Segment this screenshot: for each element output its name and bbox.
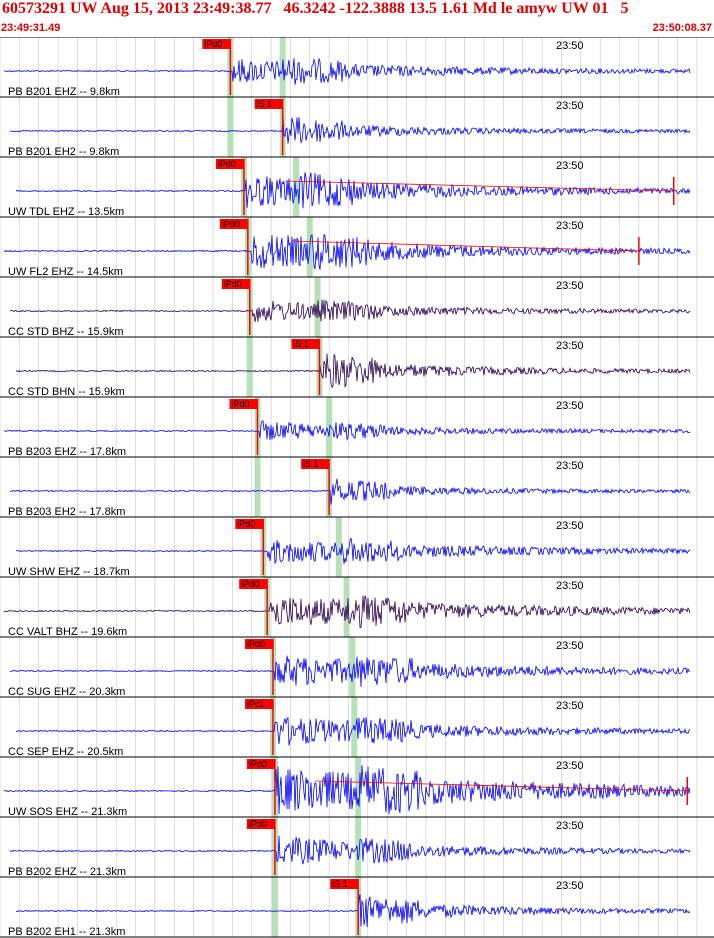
minute-tick-label: 23:50 [556, 820, 584, 832]
pick-flag [246, 819, 275, 829]
seismogram-plot: 23:50 iPd0 PB B201 EHZ -- 9.8km 23:50 iS 1 PB… [0, 37, 714, 938]
pick-label: iPd0 [222, 219, 240, 229]
minute-tick-label: 23:50 [556, 340, 584, 352]
pick-flag [215, 159, 244, 169]
pick-label: iPd0 [249, 819, 267, 829]
minute-tick-label: 23:50 [556, 520, 584, 532]
pick-label: iS 1 [293, 339, 309, 349]
station-label: CC SEP EHZ -- 20.5km [8, 746, 123, 758]
waveform-trace [9, 117, 691, 144]
waveform-trace [15, 537, 691, 565]
pick-label: iPd0 [204, 39, 222, 49]
pick-flag [244, 699, 273, 709]
waveform-trace [9, 655, 691, 687]
pick-flag [239, 579, 268, 589]
waveform-trace [15, 716, 691, 746]
waveform-trace [3, 57, 691, 85]
minute-tick-label: 23:50 [556, 700, 584, 712]
pick-label: iPd0 [231, 399, 249, 409]
waveform-trace [15, 172, 691, 209]
event-title: 60573291 UW Aug 15, 2013 23:49:38.77 46.… [2, 0, 629, 17]
minute-tick-label: 23:50 [556, 280, 584, 292]
pick-flag [244, 639, 273, 649]
waveform-trace [3, 765, 691, 815]
station-label: UW SOS EHZ -- 21.3km [8, 806, 127, 818]
coda-line [314, 780, 688, 792]
station-label: PB B203 EH2 -- 17.8km [8, 506, 125, 518]
pick-label: iPd0 [224, 279, 242, 289]
minute-tick-label: 23:50 [556, 760, 584, 772]
pick-flag [219, 219, 248, 229]
station-label: PB B201 EH2 -- 9.8km [8, 146, 119, 158]
station-label: UW SHW EHZ -- 18.7km [8, 566, 130, 578]
pick-flag [254, 99, 283, 109]
minute-tick-label: 23:50 [556, 100, 584, 112]
pick-label: iPd0 [241, 579, 259, 589]
minute-tick-label: 23:50 [556, 640, 584, 652]
minute-tick-label: 23:50 [556, 40, 584, 52]
station-label: PB B202 EH1 -- 21.3km [8, 926, 125, 938]
minute-tick-label: 23:50 [556, 580, 584, 592]
station-label: CC STD BHN -- 15.9km [8, 386, 125, 398]
station-label: PB B202 EHZ -- 21.3km [8, 866, 126, 878]
station-label: PB B203 EHZ -- 17.8km [8, 446, 126, 458]
waveform-trace [9, 478, 691, 505]
p-moveout-band [227, 37, 278, 937]
pick-label: iPd0 [249, 759, 267, 769]
minute-tick-label: 23:50 [556, 220, 584, 232]
pick-label: iPd0 [247, 639, 265, 649]
waveform-trace [15, 353, 691, 389]
pick-label: iS 1 [332, 879, 348, 889]
coda-line [285, 180, 674, 192]
pick-label: iPd0 [237, 519, 255, 529]
waveform-trace [3, 595, 691, 628]
pick-label: iPd0 [218, 159, 236, 169]
waveform-trace [9, 835, 691, 865]
pick-flag [291, 339, 320, 349]
pick-flag [246, 759, 275, 769]
station-label: CC SUG EHZ -- 20.3km [8, 686, 125, 698]
pick-flag [202, 39, 231, 49]
pick-label: iS 1 [257, 99, 273, 109]
waveform-trace [15, 894, 691, 928]
start-time: 23:49:31.49 [1, 22, 61, 34]
pick-flag [301, 459, 330, 469]
station-label: CC STD BHZ -- 15.9km [8, 326, 124, 338]
coda-line [291, 240, 639, 252]
station-label: PB B201 EHZ -- 9.8km [8, 86, 120, 98]
pick-flag [221, 279, 250, 289]
minute-tick-label: 23:50 [556, 160, 584, 172]
waveform-trace [3, 234, 691, 270]
minute-tick-label: 23:50 [556, 880, 584, 892]
waveform-trace [4, 420, 690, 441]
pick-flag [330, 879, 359, 889]
minute-tick-label: 23:50 [556, 460, 584, 472]
pick-label: iS 1 [303, 459, 319, 469]
pick-flag [229, 399, 258, 409]
station-label: CC VALT BHZ -- 19.6km [8, 626, 127, 638]
pick-flag [235, 519, 264, 529]
station-label: UW FL2 EHZ -- 14.5km [8, 266, 123, 278]
end-time: 23:50:08.37 [652, 22, 712, 34]
waveform-trace [9, 299, 691, 323]
minute-tick-label: 23:50 [556, 400, 584, 412]
record-header: 60573291 UW Aug 15, 2013 23:49:38.77 46.… [0, 0, 714, 37]
station-label: UW TDL EHZ -- 13.5km [8, 206, 124, 218]
pick-label: iPc1 [247, 699, 265, 709]
